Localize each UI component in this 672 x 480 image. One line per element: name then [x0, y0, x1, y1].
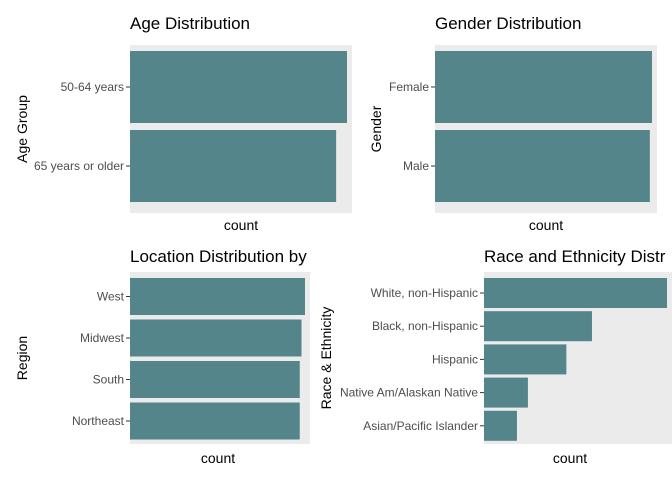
panel-title: Age Distribution	[130, 14, 250, 33]
bar	[484, 410, 517, 441]
bar	[130, 402, 300, 440]
panel-title: Location Distribution by	[130, 247, 307, 266]
y-tick-label: Asian/Pacific Islander	[363, 419, 478, 433]
bars-group	[484, 278, 667, 441]
bar	[435, 130, 650, 202]
y-tick-label: 65 years or older	[34, 159, 124, 173]
y-axis-label: Region	[14, 336, 30, 380]
panel-title: Gender Distribution	[435, 14, 581, 33]
panel-title: Race and Ethnicity Distr	[484, 247, 666, 266]
x-axis-label: count	[201, 450, 235, 466]
y-tick-label: Hispanic	[432, 352, 478, 366]
x-axis-label: count	[224, 217, 258, 233]
panel-race: Race and Ethnicity Distr count Race & Et…	[318, 247, 672, 466]
y-tick-label: Female	[389, 80, 429, 94]
panel-gender: Gender Distribution count Gender Female M…	[368, 14, 657, 233]
bar	[130, 319, 302, 357]
y-tick-label: Male	[403, 159, 429, 173]
bar	[130, 278, 305, 315]
x-axis-label: count	[529, 217, 563, 233]
y-tick-label: Midwest	[80, 331, 125, 345]
bars-group	[130, 51, 347, 202]
y-tick-label: West	[97, 290, 125, 304]
panel-age: Age Distribution count Age Group 50-64 y…	[14, 14, 352, 233]
bar	[130, 51, 347, 123]
bars-group	[130, 278, 305, 440]
bar	[130, 361, 300, 398]
bar	[484, 377, 528, 408]
y-tick-label: Black, non-Hispanic	[372, 319, 478, 333]
y-axis-label: Age Group	[14, 95, 30, 163]
bars-group	[435, 51, 652, 202]
panel-location: Location Distribution by count Region We…	[14, 247, 310, 466]
y-tick-label: White, non-Hispanic	[371, 286, 478, 300]
y-axis-label: Race & Ethnicity	[318, 307, 334, 410]
y-tick-label: Native Am/Alaskan Native	[340, 386, 478, 400]
y-tick-label: 50-64 years	[61, 80, 124, 94]
y-axis-label: Gender	[368, 105, 384, 152]
bar	[484, 278, 667, 308]
y-tick-label: Northeast	[72, 414, 125, 428]
bar	[484, 311, 592, 342]
bar	[130, 130, 337, 202]
x-axis-label: count	[553, 450, 587, 466]
bar	[484, 344, 567, 375]
y-tick-label: South	[93, 373, 124, 387]
bar	[435, 51, 652, 123]
